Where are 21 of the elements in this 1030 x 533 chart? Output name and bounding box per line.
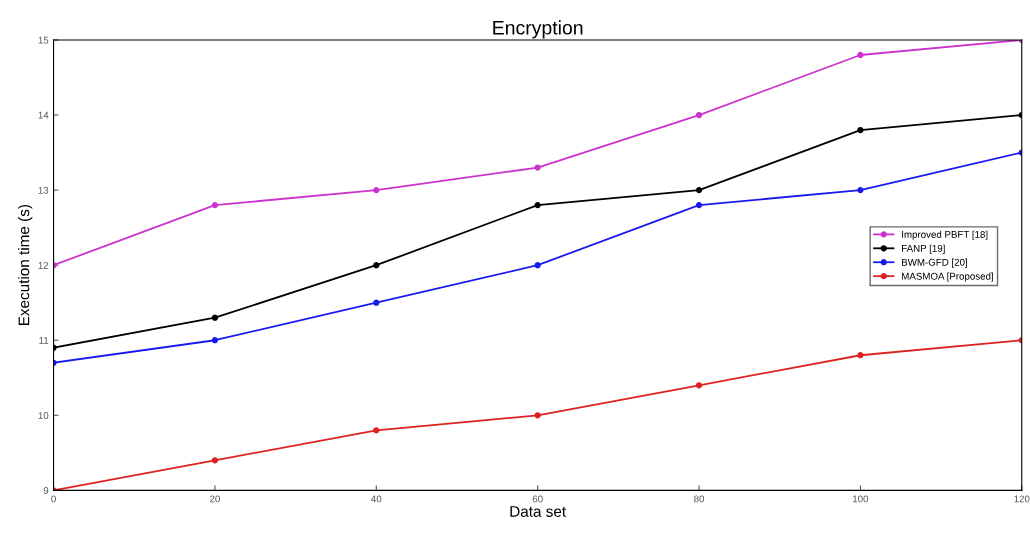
legend-label: FANP [19] [902,244,945,254]
legend-label: BWM-GFD [20] [902,258,967,268]
x-tick-label: 0 [51,495,56,503]
y-tick-label: 10 [38,412,49,419]
x-tick-label: 100 [853,495,869,503]
x-tick-label: 120 [1014,495,1030,503]
legend-label: MASMOA [Proposed] [902,272,993,282]
y-tick-label: 12 [38,261,49,269]
y-axis-title: Execution time (s) [18,204,33,326]
y-tick-label: 14 [38,111,49,119]
x-axis-title: Data set [510,506,566,517]
x-tick-label: 80 [694,495,705,503]
chart-title: Encryption [493,20,583,39]
x-tick-label: 40 [371,495,382,503]
y-tick-label: 9 [43,487,49,494]
y-tick-label: 15 [38,36,49,44]
y-tick-label: 13 [38,186,49,194]
x-tick-label: 20 [210,495,220,503]
y-tick-label: 11 [39,337,49,344]
legend-label: Improved PBFT [18] [902,230,988,240]
x-tick-label: 60 [532,495,543,503]
